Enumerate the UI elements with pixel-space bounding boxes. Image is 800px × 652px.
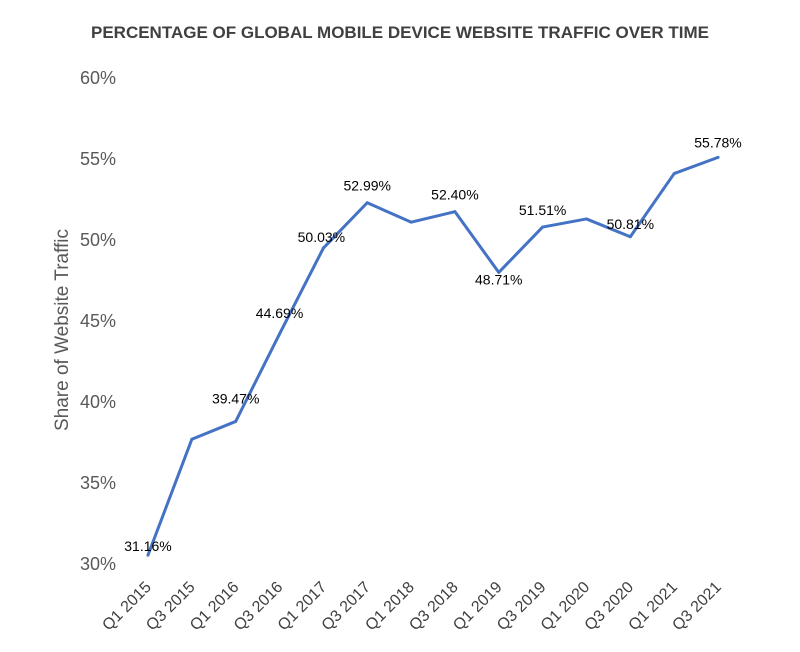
data-point xyxy=(541,225,545,229)
data-label: 50.81% xyxy=(607,216,654,232)
data-point xyxy=(190,437,194,441)
data-point xyxy=(409,220,413,224)
y-tick-label: 35% xyxy=(80,473,116,493)
series-lines xyxy=(146,155,720,557)
data-labels: 31.16% 39.47% 44.69% 50.03% 52.99% 52.40% 48.7… xyxy=(124,134,741,554)
data-label: 55.78% xyxy=(694,134,741,150)
data-label: 52.99% xyxy=(343,178,390,194)
y-tick-label: 50% xyxy=(80,230,116,250)
data-point xyxy=(628,235,632,239)
data-point xyxy=(146,553,150,557)
data-label: 44.69% xyxy=(256,305,303,321)
data-label: 52.40% xyxy=(431,187,478,203)
data-point xyxy=(234,419,238,423)
data-point xyxy=(321,246,325,250)
data-point xyxy=(584,217,588,221)
y-tick-label: 40% xyxy=(80,392,116,412)
data-point xyxy=(497,270,501,274)
chart-title: PERCENTAGE OF GLOBAL MOBILE DEVICE WEBSI… xyxy=(91,23,709,42)
y-tick-label: 45% xyxy=(80,311,116,331)
y-tick-label: 60% xyxy=(80,68,116,88)
data-point xyxy=(716,155,720,159)
data-point xyxy=(672,172,676,176)
data-label: 50.03% xyxy=(298,229,345,245)
data-label: 48.71% xyxy=(475,271,522,287)
y-axis-label: Share of Website Traffic xyxy=(52,229,73,431)
y-axis-ticks: 30% 35% 40% 45% 50% 55% 60% xyxy=(80,68,116,574)
data-point xyxy=(278,332,282,336)
data-label: 39.47% xyxy=(212,390,259,406)
data-point xyxy=(453,210,457,214)
series-line xyxy=(146,155,720,557)
y-tick-label: 30% xyxy=(80,554,116,574)
data-point xyxy=(365,201,369,205)
x-tick-label: Q3 2021 xyxy=(669,579,724,634)
data-label: 51.51% xyxy=(519,202,566,218)
y-tick-label: 55% xyxy=(80,149,116,169)
data-label: 31.16% xyxy=(124,538,171,554)
